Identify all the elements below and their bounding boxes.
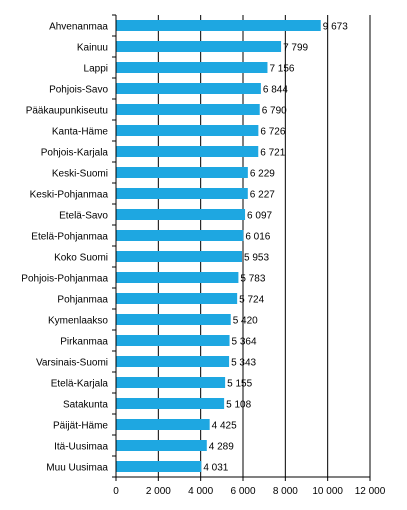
- category-label: Pirkanmaa: [60, 337, 108, 348]
- value-label: 6 229: [250, 169, 275, 180]
- value-label: 6 721: [260, 148, 285, 159]
- x-tick-label: 10 000: [312, 486, 343, 497]
- x-tick-labels: 0 2 000 4 000 6 000 8 000 10 000 12 000: [113, 486, 386, 497]
- category-label: Kainuu: [77, 43, 108, 54]
- bar: [116, 83, 261, 94]
- category-labels: Ahvenanmaa Kainuu Lappi Pohjois-Savo Pääkaup…: [21, 22, 108, 474]
- bar: [116, 146, 259, 157]
- bars: [116, 20, 321, 472]
- value-label: 5 155: [227, 379, 252, 390]
- value-label: 6 844: [263, 85, 288, 96]
- category-label: Pohjois-Pohjanmaa: [21, 274, 108, 285]
- value-label: 4 289: [209, 442, 234, 453]
- value-label: 6 726: [260, 127, 285, 138]
- category-label: Etelä-Savo: [59, 211, 108, 222]
- category-label: Itä-Uusimaa: [54, 442, 108, 453]
- x-tick-label: 0: [113, 486, 119, 497]
- bar: [116, 356, 230, 367]
- category-label: Ahvenanmaa: [49, 22, 108, 33]
- x-tick-label: 6 000: [230, 486, 255, 497]
- bar: [116, 398, 225, 409]
- category-label: Keski-Pohjanmaa: [30, 190, 109, 201]
- value-labels: 9 673 7 799 7 156 6 844 6 790 6 726 6 721 6 229…: [203, 22, 348, 474]
- value-label: 4 425: [212, 421, 237, 432]
- value-label: 4 031: [203, 463, 228, 474]
- category-label: Pohjois-Savo: [49, 85, 108, 96]
- value-label: 7 799: [283, 43, 308, 54]
- category-label: Etelä-Karjala: [51, 379, 109, 390]
- x-tick-label: 12 000: [355, 486, 386, 497]
- bar: [116, 335, 230, 346]
- bar: [116, 461, 202, 472]
- x-tick-label: 4 000: [188, 486, 213, 497]
- bar: [116, 209, 246, 220]
- category-label: Keski-Suomi: [52, 169, 108, 180]
- bar: [116, 251, 243, 262]
- category-label: Etelä-Pohjanmaa: [31, 232, 108, 243]
- bar: [116, 167, 248, 178]
- category-label: Muu Uusimaa: [46, 463, 108, 474]
- bar: [116, 125, 259, 136]
- value-label: 5 108: [226, 400, 251, 411]
- bar: [116, 104, 260, 115]
- value-label: 6 790: [262, 106, 287, 117]
- bar: [116, 272, 239, 283]
- bar: [116, 419, 210, 430]
- value-label: 6 097: [247, 211, 272, 222]
- axes: [112, 14, 371, 481]
- value-label: 9 673: [323, 22, 348, 33]
- bar: [116, 377, 226, 388]
- x-tick-label: 8 000: [273, 486, 298, 497]
- category-label: Pohjanmaa: [57, 295, 108, 306]
- category-label: Pääkaupunkiseutu: [26, 106, 108, 117]
- category-label: Lappi: [84, 64, 108, 75]
- x-tick-label: 2 000: [146, 486, 171, 497]
- category-label: Kymenlaakso: [48, 316, 108, 327]
- category-label: Varsinais-Suomi: [36, 358, 108, 369]
- value-label: 5 420: [233, 316, 258, 327]
- bar: [116, 20, 321, 31]
- value-label: 7 156: [269, 64, 294, 75]
- value-label: 5 724: [239, 295, 264, 306]
- bar: [116, 230, 244, 241]
- category-label: Pohjois-Karjala: [41, 148, 109, 159]
- bar: [116, 62, 268, 73]
- category-label: Satakunta: [63, 400, 108, 411]
- bar: [116, 293, 238, 304]
- value-label: 5 783: [240, 274, 265, 285]
- bar: [116, 188, 248, 199]
- value-label: 6 016: [245, 232, 270, 243]
- value-label: 5 953: [244, 253, 269, 264]
- category-label: Kanta-Häme: [52, 127, 109, 138]
- value-label: 5 364: [232, 337, 257, 348]
- bar: [116, 41, 282, 52]
- bar: [116, 314, 231, 325]
- bar: [116, 440, 207, 451]
- category-label: Päijät-Häme: [53, 421, 108, 432]
- value-label: 5 343: [231, 358, 256, 369]
- category-label: Koko Suomi: [54, 253, 108, 264]
- value-label: 6 227: [250, 190, 275, 201]
